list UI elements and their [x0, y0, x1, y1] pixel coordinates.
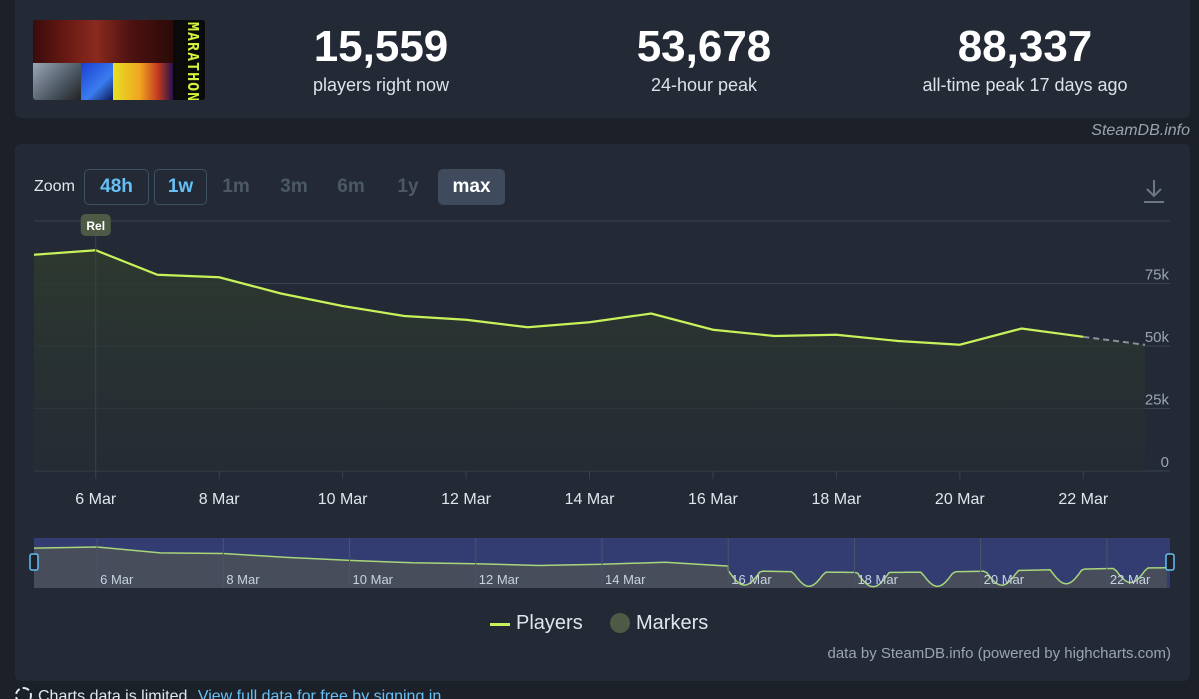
zoom-6m-button[interactable]: 6m [337, 176, 365, 197]
x-tick-label: 20 Mar [935, 491, 985, 508]
stat-value: 15,559 [313, 22, 449, 71]
sign-in-link[interactable]: View full data for free by signing in [197, 688, 442, 699]
zoom-1y-button[interactable]: 1y [397, 176, 419, 197]
navigator-tick-label: 14 Mar [605, 572, 646, 587]
logo-art [33, 20, 173, 63]
logo-art [33, 63, 81, 100]
y-tick-label: 0 [1161, 454, 1169, 471]
legend-label: Markers [636, 612, 709, 634]
x-tick-label: 6 Mar [75, 491, 117, 508]
marker-badge [80, 214, 111, 236]
game-logo: MARATHON [33, 20, 205, 100]
download-icon[interactable] [1143, 178, 1165, 204]
stat-label: all-time peak 17 days ago [922, 75, 1128, 95]
legend-line-icon [490, 623, 510, 626]
limited-data-note: Charts data is limited. View full data fo… [15, 687, 441, 699]
marker-label: Rel [86, 219, 105, 233]
x-tick-label: 16 Mar [688, 491, 738, 508]
stat-value: 53,678 [636, 22, 772, 71]
steamdb-credit[interactable]: SteamDB.info [1091, 122, 1190, 139]
navigator-right-handle[interactable] [1165, 553, 1175, 571]
players-area [34, 250, 1145, 471]
zoom-label: Zoom [34, 178, 75, 195]
info-circle-icon [15, 687, 32, 699]
x-tick-label: 8 Mar [199, 491, 241, 508]
x-tick-label: 14 Mar [565, 491, 615, 508]
stat-all-time-peak: 88,337 all-time peak 17 days ago [895, 22, 1155, 98]
chart-card: Zoom 48h 1w 1m 3m 6m 1y max Rel 6 Mar 8 M… [15, 144, 1190, 681]
navigator-tick-label: 12 Mar [479, 572, 520, 587]
x-tick-label: 18 Mar [811, 491, 861, 508]
y-tick-label: 50k [1145, 329, 1170, 346]
stats-card: MARATHON 15,559 players right now 53,678… [15, 0, 1190, 118]
x-tick-label: 12 Mar [441, 491, 491, 508]
y-tick-label: 25k [1145, 392, 1170, 409]
navigator-tick-label: 18 Mar [857, 572, 898, 587]
stat-label: 24-hour peak [650, 75, 758, 95]
zoom-1w-button[interactable]: 1w [154, 169, 207, 205]
zoom-1m-button[interactable]: 1m [222, 176, 250, 197]
zoom-max-button[interactable]: max [438, 169, 505, 205]
logo-art [113, 63, 173, 100]
x-tick-label: 10 Mar [318, 491, 368, 508]
zoom-3m-button[interactable]: 3m [280, 176, 308, 197]
stat-label: players right now [312, 75, 450, 95]
y-tick-label: 75k [1145, 267, 1170, 284]
navigator-tick-label: 6 Mar [100, 572, 134, 587]
navigator-tick-label: 16 Mar [731, 572, 772, 587]
navigator-left-handle[interactable] [29, 553, 39, 571]
legend-label: Players [516, 612, 583, 634]
players-line-incomplete [1083, 335, 1146, 346]
logo-art [81, 63, 113, 100]
logo-wordmark: MARATHON [184, 22, 202, 100]
legend-item-markers[interactable]: Markers [610, 610, 720, 638]
zoom-48h-button[interactable]: 48h [84, 169, 149, 205]
navigator-tick-label: 20 Mar [984, 572, 1025, 587]
stat-24h-peak: 53,678 24-hour peak [604, 22, 804, 98]
navigator-tick-label: 22 Mar [1110, 572, 1151, 587]
stat-value: 88,337 [957, 22, 1093, 71]
stat-current-players: 15,559 players right now [281, 22, 481, 98]
legend-dot-icon [610, 613, 630, 633]
navigator-tick-label: 10 Mar [353, 572, 394, 587]
legend-item-players[interactable]: Players [490, 610, 590, 638]
chart-plot[interactable]: Rel 6 Mar 8 Mar 10 Mar 12 Mar 14 Mar 16 Mar 18… [15, 144, 1190, 604]
note-text: Charts data is limited. [38, 688, 192, 699]
players-line [33, 249, 1084, 346]
navigator-line [33, 546, 1167, 588]
logo-band [173, 20, 205, 100]
navigator-area [34, 547, 1167, 588]
chart-attribution[interactable]: data by SteamDB.info (powered by highcha… [827, 645, 1172, 662]
x-tick-label: 22 Mar [1058, 491, 1108, 508]
navigator-tick-label: 8 Mar [226, 572, 260, 587]
